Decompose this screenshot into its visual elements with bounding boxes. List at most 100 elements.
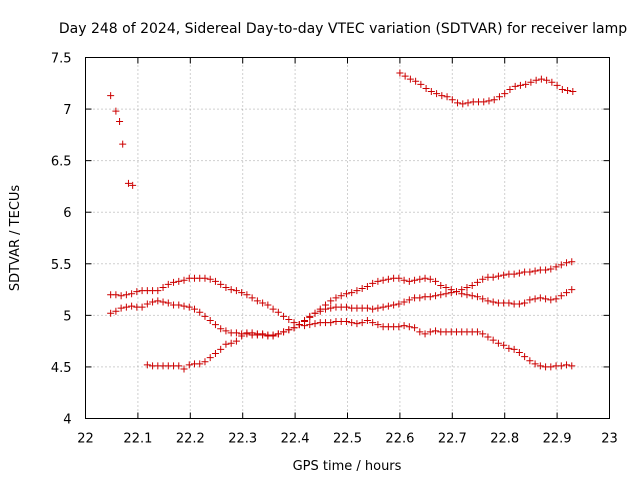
data-point	[479, 275, 487, 283]
x-tick-label: 22.3	[228, 432, 257, 447]
data-point	[222, 340, 230, 348]
data-point	[421, 330, 429, 338]
data-point	[107, 309, 115, 317]
data-point	[542, 266, 550, 274]
data-point	[401, 72, 409, 80]
data-point	[454, 99, 462, 107]
data-point	[568, 286, 576, 294]
data-point	[295, 321, 303, 329]
data-point	[515, 300, 523, 308]
data-point	[269, 305, 277, 313]
data-point	[411, 276, 419, 284]
data-point	[232, 337, 240, 345]
data-point	[264, 301, 272, 309]
data-point	[479, 330, 487, 338]
data-point	[384, 302, 392, 310]
series-decaying-start	[107, 92, 137, 189]
data-point	[301, 318, 309, 326]
data-point	[468, 292, 476, 300]
data-point	[563, 361, 571, 369]
data-point	[190, 305, 198, 313]
data-point	[463, 284, 471, 292]
x-tick-label: 22	[77, 432, 94, 447]
data-point	[327, 319, 335, 327]
data-point	[426, 275, 434, 283]
data-point	[527, 78, 535, 86]
data-point	[458, 290, 466, 298]
data-point	[395, 300, 403, 308]
x-tick-label: 22.4	[281, 432, 310, 447]
data-point	[211, 350, 219, 358]
y-tick-label: 6	[63, 206, 71, 221]
data-point	[112, 291, 120, 299]
data-point	[557, 362, 565, 370]
data-point	[416, 275, 424, 283]
data-point	[217, 345, 225, 353]
data-point	[522, 80, 530, 88]
x-tick-label: 22.1	[123, 432, 152, 447]
data-point	[536, 362, 544, 370]
data-point	[548, 78, 556, 86]
data-point	[201, 358, 209, 366]
data-point	[342, 303, 350, 311]
data-point	[473, 278, 481, 286]
data-point	[164, 280, 172, 288]
data-point	[306, 313, 314, 321]
data-point	[227, 339, 235, 347]
data-point	[332, 294, 340, 302]
data-point	[358, 319, 366, 327]
data-point	[473, 293, 481, 301]
data-point	[390, 301, 398, 309]
data-point	[274, 308, 282, 316]
data-point	[112, 307, 120, 315]
data-point	[432, 292, 440, 300]
data-point	[180, 365, 188, 373]
data-point	[563, 289, 571, 297]
x-tick-label: 22.5	[333, 432, 362, 447]
data-point	[531, 267, 539, 275]
data-point	[232, 287, 240, 295]
data-point	[531, 360, 539, 368]
data-point	[348, 289, 356, 297]
data-point	[379, 276, 387, 284]
data-point	[547, 265, 555, 273]
data-point	[526, 296, 534, 304]
data-point	[400, 276, 408, 284]
data-point	[175, 277, 183, 285]
data-point	[510, 270, 518, 278]
data-point	[448, 96, 456, 104]
data-point	[490, 96, 498, 104]
data-point	[227, 286, 235, 294]
data-point	[353, 287, 361, 295]
data-point	[285, 315, 293, 323]
data-point	[327, 297, 335, 305]
chart-title: Day 248 of 2024, Sidereal Day-to-day VTE…	[59, 21, 627, 37]
data-points	[107, 69, 577, 373]
x-tick-label: 22.2	[176, 432, 205, 447]
y-tick-label: 7.5	[51, 52, 72, 67]
data-point	[206, 275, 214, 283]
data-point	[411, 324, 419, 332]
data-point	[164, 299, 172, 307]
data-point	[495, 93, 503, 101]
data-point	[427, 88, 435, 96]
data-point	[500, 341, 508, 349]
data-point	[405, 296, 413, 304]
data-point	[170, 278, 178, 286]
data-point	[353, 320, 361, 328]
data-point	[374, 304, 382, 312]
data-point	[124, 179, 132, 187]
data-point	[473, 328, 481, 336]
data-point	[211, 277, 219, 285]
data-point	[489, 273, 497, 281]
data-point	[159, 284, 167, 292]
data-point	[290, 324, 298, 332]
data-point	[154, 297, 162, 305]
data-point	[348, 319, 356, 327]
data-point	[206, 354, 214, 362]
data-point	[568, 362, 576, 370]
data-point	[374, 321, 382, 329]
data-point	[222, 284, 230, 292]
data-point	[363, 304, 371, 312]
